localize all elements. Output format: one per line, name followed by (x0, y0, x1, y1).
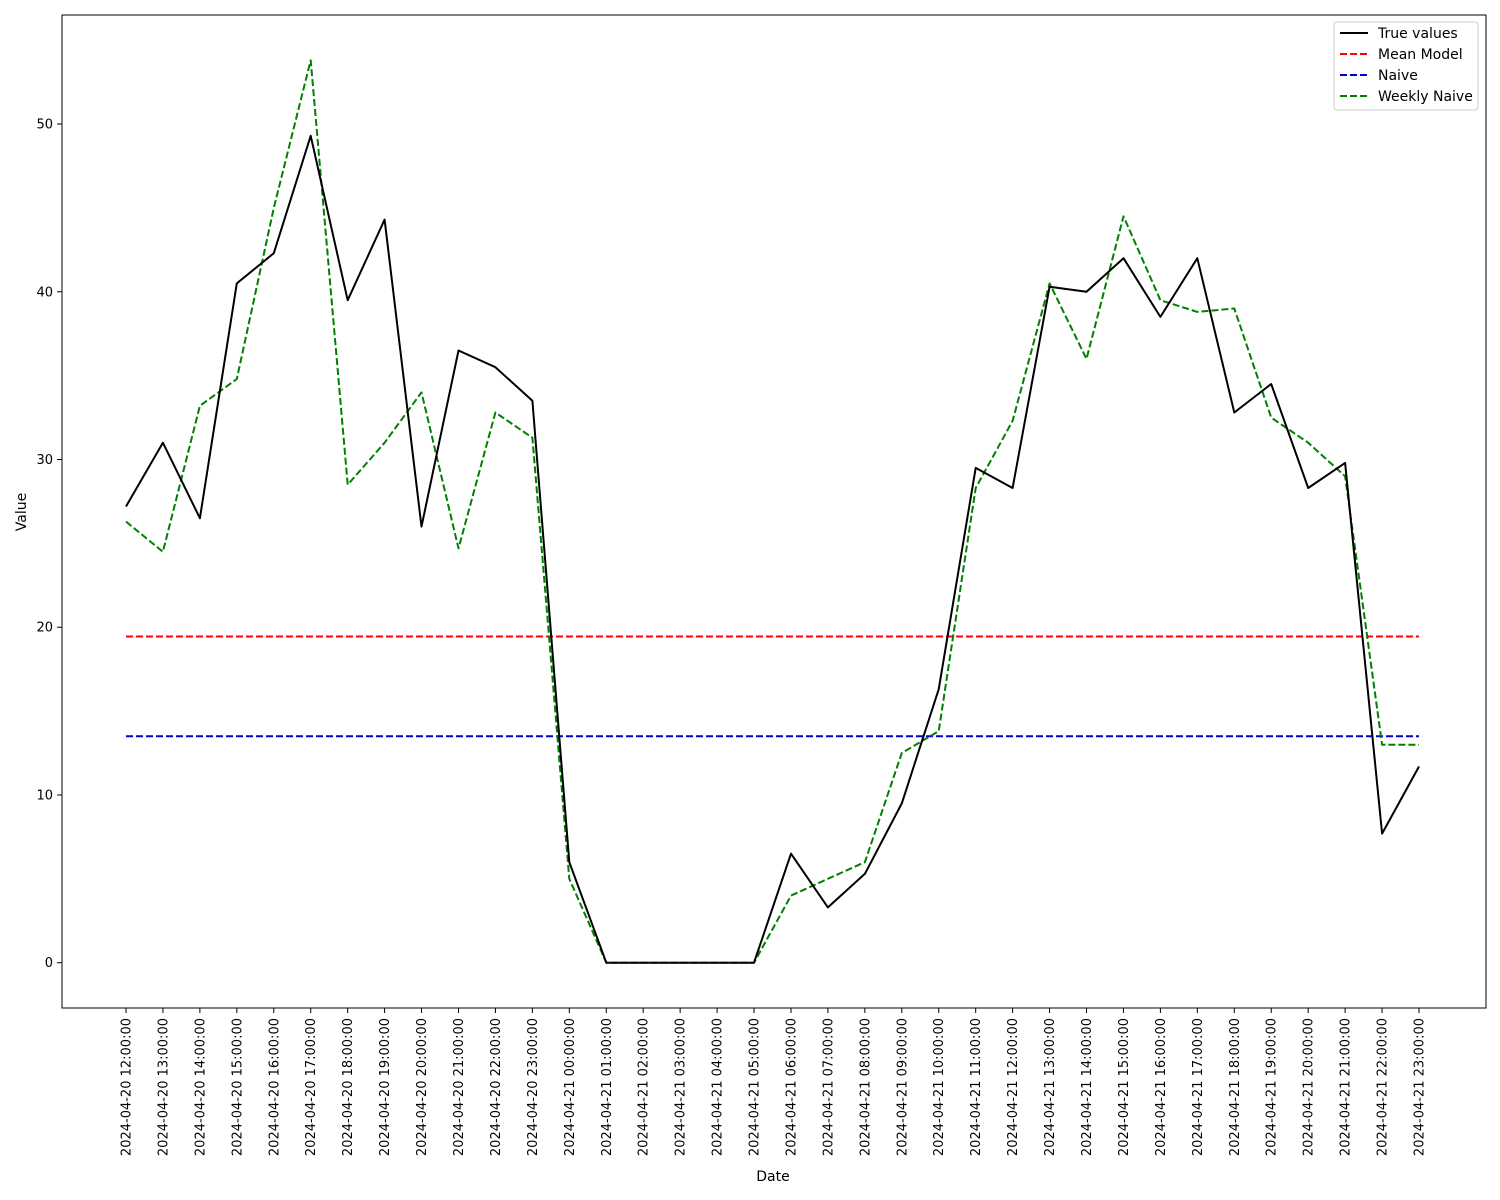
y-tick-label: 40 (36, 285, 53, 300)
x-tick-label: 2024-04-21 14:00:00 (1080, 1018, 1095, 1156)
x-tick-label: 2024-04-20 14:00:00 (193, 1018, 208, 1156)
x-axis-label: Date (756, 1169, 789, 1185)
x-tick-label: 2024-04-21 22:00:00 (1376, 1018, 1391, 1156)
x-tick-label: 2024-04-21 18:00:00 (1228, 1018, 1243, 1156)
legend-entry-label: Naive (1378, 68, 1418, 84)
x-tick-label: 2024-04-20 19:00:00 (378, 1018, 393, 1156)
x-tick-label: 2024-04-20 23:00:00 (526, 1018, 541, 1156)
x-tick-label: 2024-04-21 16:00:00 (1154, 1018, 1169, 1156)
x-tick-label: 2024-04-20 16:00:00 (267, 1018, 282, 1156)
x-tick-label: 2024-04-21 01:00:00 (600, 1018, 615, 1156)
plot-background (62, 15, 1486, 1008)
x-tick-label: 2024-04-20 12:00:00 (120, 1018, 135, 1156)
x-tick-label: 2024-04-21 13:00:00 (1043, 1018, 1058, 1156)
legend: True values Mean Model Naive Weekly Naive (1333, 21, 1479, 111)
legend-entry-label: True values (1377, 26, 1458, 42)
x-tick-label: 2024-04-21 08:00:00 (858, 1018, 873, 1156)
x-tick-label: 2024-04-21 23:00:00 (1413, 1018, 1428, 1156)
x-tick-label: 2024-04-21 15:00:00 (1117, 1018, 1132, 1156)
legend-entry-label: Mean Model (1378, 47, 1463, 63)
axis-layer: 0 10 20 30 40 50 2024-04-20 12:00:00 2024-04-20… (36, 118, 1427, 1157)
x-tick-label: 2024-04-21 07:00:00 (821, 1018, 836, 1156)
series-line-weekly-naive (125, 59, 1419, 964)
x-tick-label: 2024-04-21 12:00:00 (1006, 1018, 1021, 1156)
x-tick-label: 2024-04-21 00:00:00 (563, 1018, 578, 1156)
x-tick-label: 2024-04-20 18:00:00 (341, 1018, 356, 1156)
x-tick-label: 2024-04-21 05:00:00 (748, 1018, 763, 1156)
x-tick-label: 2024-04-20 13:00:00 (156, 1018, 171, 1156)
series-layer (125, 59, 1420, 964)
x-tick-label: 2024-04-21 20:00:00 (1302, 1018, 1317, 1156)
x-tick-label: 2024-04-21 11:00:00 (969, 1018, 984, 1156)
legend-box (1333, 21, 1479, 111)
x-tick-label: 2024-04-21 03:00:00 (674, 1018, 689, 1156)
plot-frame (61, 14, 1487, 1009)
series-line-true-values (125, 134, 1420, 964)
y-tick-label: 30 (36, 453, 53, 468)
x-tick-label: 2024-04-20 17:00:00 (304, 1018, 319, 1156)
x-tick-label: 2024-04-21 19:00:00 (1265, 1018, 1280, 1156)
y-tick-label: 50 (36, 118, 53, 133)
x-tick-label: 2024-04-20 22:00:00 (489, 1018, 504, 1156)
y-tick-label: 20 (36, 621, 53, 636)
x-tick-label: 2024-04-21 04:00:00 (711, 1018, 726, 1156)
x-tick-label: 2024-04-21 10:00:00 (932, 1018, 947, 1156)
legend-entry-label: Weekly Naive (1378, 89, 1473, 105)
x-tick-label: 2024-04-21 06:00:00 (784, 1018, 799, 1156)
x-tick-label: 2024-04-20 20:00:00 (415, 1018, 430, 1156)
y-axis-label: Value (14, 493, 30, 531)
x-tick-label: 2024-04-21 17:00:00 (1191, 1018, 1206, 1156)
y-tick-label: 10 (36, 788, 53, 803)
y-tick-label: 0 (45, 956, 53, 971)
x-tick-label: 2024-04-20 21:00:00 (452, 1018, 467, 1156)
x-tick-label: 2024-04-21 21:00:00 (1339, 1018, 1354, 1156)
x-tick-label: 2024-04-21 02:00:00 (637, 1018, 652, 1156)
x-tick-label: 2024-04-20 15:00:00 (230, 1018, 245, 1156)
x-tick-label: 2024-04-21 09:00:00 (895, 1018, 910, 1156)
